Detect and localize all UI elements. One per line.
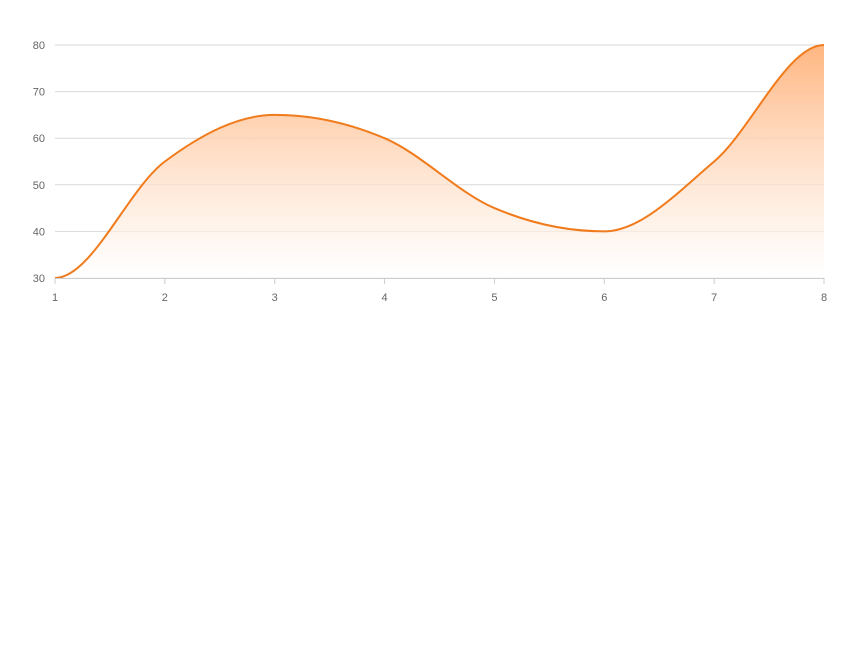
x-tick-label: 4: [382, 292, 388, 304]
x-tick-label: 3: [272, 292, 278, 304]
y-tick-label: 30: [33, 273, 45, 285]
y-tick-label: 40: [33, 226, 45, 238]
y-tick-label: 70: [33, 87, 45, 99]
x-axis-tick-labels: 1 2 3 4 5 6 7 8: [52, 292, 827, 304]
y-tick-label: 60: [33, 133, 45, 145]
x-tick-label: 5: [491, 292, 497, 304]
x-tick-label: 2: [162, 292, 168, 304]
y-tick-label: 50: [33, 180, 45, 192]
area-fill: [55, 45, 824, 278]
y-axis-tick-labels: 30 40 50 60 70 80: [33, 40, 45, 285]
y-tick-label: 80: [33, 40, 45, 52]
x-tick-label: 8: [821, 292, 827, 304]
x-tick-label: 6: [601, 292, 607, 304]
x-tick-label: 1: [52, 292, 58, 304]
area-series: [54, 44, 825, 279]
series-line: [54, 44, 825, 279]
x-axis: [54, 278, 825, 284]
x-tick-label: 7: [711, 292, 717, 304]
